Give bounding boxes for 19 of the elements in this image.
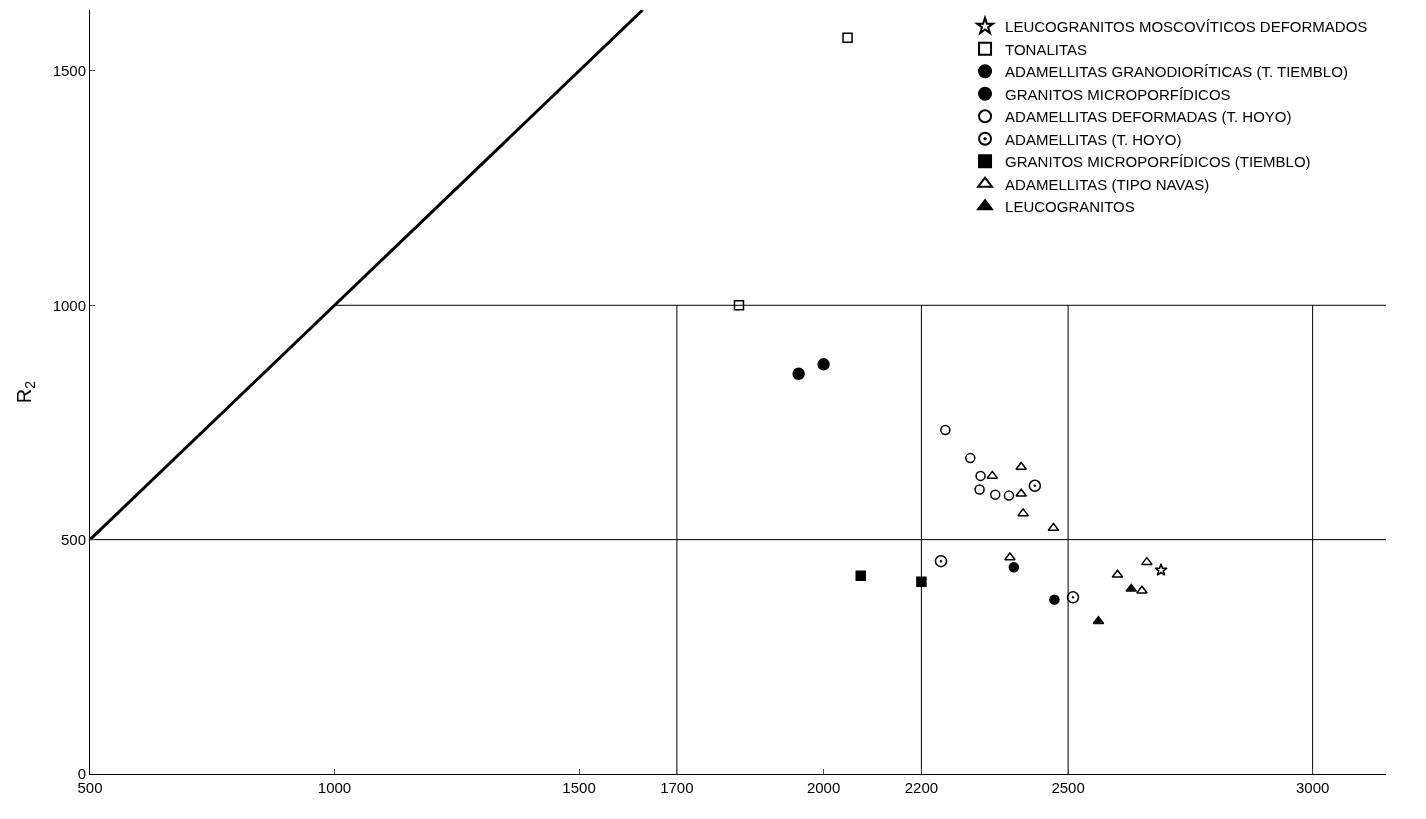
legend-label: GRANITOS MICROPORFÍDICOS (TIEMBLO) <box>1005 153 1311 171</box>
x-tick-label: 1500 <box>562 779 596 796</box>
y-tick-label: 500 <box>60 530 86 548</box>
x-tick-label: 3000 <box>1295 779 1330 796</box>
legend-label: ADAMELLITAS (T. HOYO) <box>1005 130 1182 148</box>
x-tick-label: 2000 <box>806 779 841 796</box>
x-tick-label: 1700 <box>660 779 694 796</box>
y-tick-label: 1000 <box>52 296 86 314</box>
x-tick-label: 2500 <box>1051 779 1085 796</box>
x-tick-label: 1000 <box>317 779 352 796</box>
legend-label: ADAMELLITAS DEFORMADAS (T. HOYO) <box>1005 108 1292 126</box>
x-tick-label: 2200 <box>904 779 939 796</box>
legend-label: TONALITAS <box>1005 40 1088 58</box>
legend-label: LEUCOGRANITOS <box>1005 198 1135 216</box>
legend-label: LEUCOGRANITOS MOSCOVÍTICOS DEFORMADOS <box>1005 18 1368 36</box>
legend-label: ADAMELLITAS GRANODIORÍTICAS (T. TIEMBLO) <box>1005 63 1348 81</box>
y-tick-label: 1500 <box>52 62 86 80</box>
legend-label: GRANITOS MICROPORFÍDICOS <box>1005 85 1231 103</box>
legend-label: ADAMELLITAS (TIPO NAVAS) <box>1005 175 1210 193</box>
